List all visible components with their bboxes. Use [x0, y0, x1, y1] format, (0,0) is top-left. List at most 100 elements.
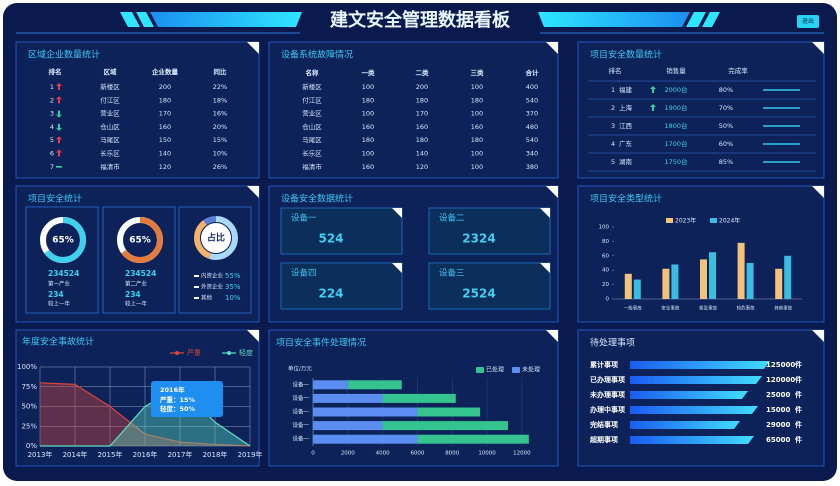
table-header: 企业数量: [151, 67, 179, 76]
table-cell: 1: [611, 86, 615, 94]
table-cell: 160: [362, 123, 374, 131]
panel-corner: [247, 330, 259, 342]
table-cell: 6: [50, 150, 54, 158]
donut-value: [117, 217, 163, 263]
panel-title: 项目安全事件处理情况: [276, 337, 366, 349]
table-cell: 2: [50, 96, 54, 104]
device-box: [428, 262, 551, 310]
bar: [737, 242, 745, 299]
table-cell: 120: [416, 163, 428, 171]
table-header: 名称: [306, 68, 320, 77]
table-cell: 150: [159, 136, 171, 144]
table-cell: 60%: [719, 140, 733, 148]
bar-segment: [313, 393, 383, 403]
panel-corner: [546, 330, 558, 342]
table-header: 排名: [609, 66, 622, 75]
table-cell: 180: [159, 96, 171, 104]
bar: [633, 279, 641, 299]
panel-title: 待处理事项: [590, 337, 635, 349]
bar-segment: [313, 421, 383, 431]
x-tick-label: 2017年: [168, 450, 193, 459]
x-tick-label: 其他事故: [774, 305, 792, 312]
table-cell: 85%: [719, 158, 733, 166]
y-tick-label: 80: [602, 239, 609, 245]
panel-corner: [546, 42, 558, 54]
share-segment: [194, 216, 238, 260]
stat-label: 第一产业: [48, 280, 71, 288]
device-value: 2324: [462, 232, 495, 246]
bar: [746, 263, 754, 299]
legend-label: 外资企业: [201, 283, 224, 291]
table-header: 一类: [362, 68, 376, 77]
legend-label: 2024年: [719, 217, 740, 225]
device-name: 设备一: [291, 213, 317, 224]
x-tick-label: 2018年: [203, 450, 228, 459]
table-cell: 400: [526, 83, 538, 91]
table-cell: 70%: [719, 104, 733, 112]
x-tick-label: 2019年: [238, 450, 263, 459]
legend-swatch: [710, 218, 717, 223]
tooltip: [151, 381, 223, 417]
table-cell: 160: [416, 123, 428, 131]
item-label: 未办理事项: [590, 390, 625, 399]
table-cell: 15%: [213, 136, 227, 144]
table-cell: 2: [611, 104, 615, 112]
item-value: 15000: [766, 406, 790, 414]
table-cell: 1800台: [664, 121, 687, 130]
table-cell: 新楼区: [302, 82, 322, 91]
table-cell: 100: [471, 110, 483, 118]
bar-segment: [382, 421, 508, 431]
table-cell: 付江区: [302, 95, 322, 104]
trend-up-icon: [652, 107, 654, 111]
table-cell: 140: [416, 150, 428, 158]
trend-up-icon: [650, 86, 656, 89]
y-tick-label: 50%: [21, 403, 37, 411]
item-unit: 件: [795, 390, 802, 399]
bar: [700, 259, 707, 299]
unit-label: 单位/万元: [288, 365, 312, 373]
table-cell: 120: [159, 163, 171, 171]
trend-up-icon: [58, 139, 60, 144]
trend-down-icon: [56, 114, 62, 118]
y-tick-label: 100: [599, 225, 610, 231]
legend-dot: [175, 351, 179, 355]
y-tick-label: 设备一: [292, 421, 309, 429]
table-header: 二类: [416, 68, 430, 77]
table-cell: 340: [526, 150, 538, 158]
table-cell: 100: [362, 150, 374, 158]
table-cell: 上海: [619, 103, 633, 112]
y-tick-label: 20: [602, 282, 609, 288]
table-cell: 160: [471, 123, 483, 131]
x-tick-label: 12000: [513, 451, 531, 457]
x-tick-label: 2016年: [133, 450, 158, 459]
table-cell: 16%: [213, 110, 227, 118]
legend-label: 其他: [201, 294, 213, 302]
table-cell: 3: [611, 122, 615, 130]
table-cell: 540: [526, 96, 538, 104]
table-cell: 福清市: [302, 162, 322, 171]
stat-card: [25, 206, 99, 314]
y-tick-label: 25%: [21, 422, 37, 430]
legend-label: 内资企业: [201, 272, 224, 280]
trend-up-icon: [56, 149, 62, 153]
legend-label: 轻度: [239, 348, 253, 357]
donut-label: 65%: [129, 236, 151, 246]
trend-up-icon: [652, 89, 654, 93]
legend-swatch: [194, 275, 199, 277]
bar: [662, 268, 670, 299]
stat-card: [178, 206, 252, 314]
panel-corner: [247, 186, 259, 198]
x-tick-label: 10000: [478, 451, 496, 457]
bar-segment: [313, 407, 418, 417]
share-value: 55%: [225, 272, 241, 280]
logout-button[interactable]: [797, 15, 819, 28]
table-header: 区域: [104, 67, 118, 76]
logout-label[interactable]: 退出: [802, 17, 814, 25]
device-box: [428, 207, 551, 255]
box-corner: [540, 263, 550, 273]
stat-total: 234524: [48, 269, 79, 278]
item-value: 25000: [766, 391, 790, 399]
table-cell: 福建: [619, 85, 633, 94]
item-bar: [630, 376, 762, 384]
legend-dot: [227, 351, 231, 355]
